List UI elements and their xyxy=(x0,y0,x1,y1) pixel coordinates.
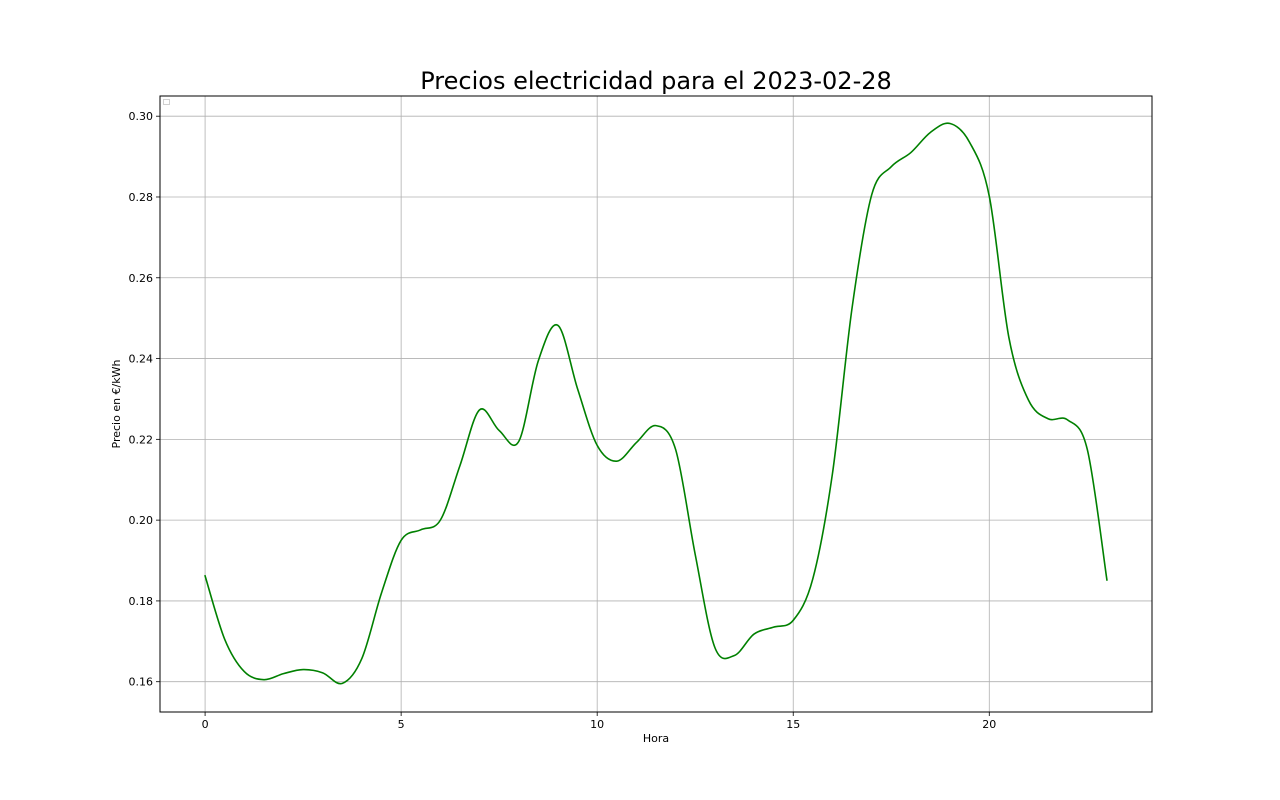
x-tick-labels: 0 5 10 15 20 xyxy=(202,718,997,731)
y-tick-label: 0.22 xyxy=(129,433,154,446)
y-tick-label: 0.28 xyxy=(129,191,154,204)
x-tick-label: 15 xyxy=(786,718,800,731)
x-axis-label: Hora xyxy=(643,732,669,745)
chart-title: Precios electricidad para el 2023-02-28 xyxy=(420,67,892,95)
legend-box xyxy=(163,99,170,105)
y-tick-labels: 0.16 0.18 0.20 0.22 0.24 0.26 0.28 0.30 xyxy=(129,110,154,689)
plot-area xyxy=(160,96,1152,712)
y-tick-label: 0.24 xyxy=(129,353,154,366)
plot-clip-group xyxy=(204,122,1108,685)
y-tick-label: 0.26 xyxy=(129,272,154,285)
x-tick-label: 5 xyxy=(398,718,405,731)
y-tick-label: 0.16 xyxy=(129,676,154,689)
x-tick-label: 0 xyxy=(202,718,209,731)
plot-frame xyxy=(159,95,1153,713)
axis-ticks xyxy=(156,115,990,716)
y-tick-label: 0.30 xyxy=(129,110,154,123)
y-tick-label: 0.18 xyxy=(129,595,154,608)
series-layer xyxy=(204,122,1108,685)
grid-lines xyxy=(160,96,1152,712)
y-axis-label: Precio en €/kWh xyxy=(110,359,123,448)
x-tick-label: 10 xyxy=(590,718,604,731)
x-tick-label: 20 xyxy=(982,718,996,731)
y-tick-label: 0.20 xyxy=(129,514,154,527)
price-series-line xyxy=(204,122,1108,685)
